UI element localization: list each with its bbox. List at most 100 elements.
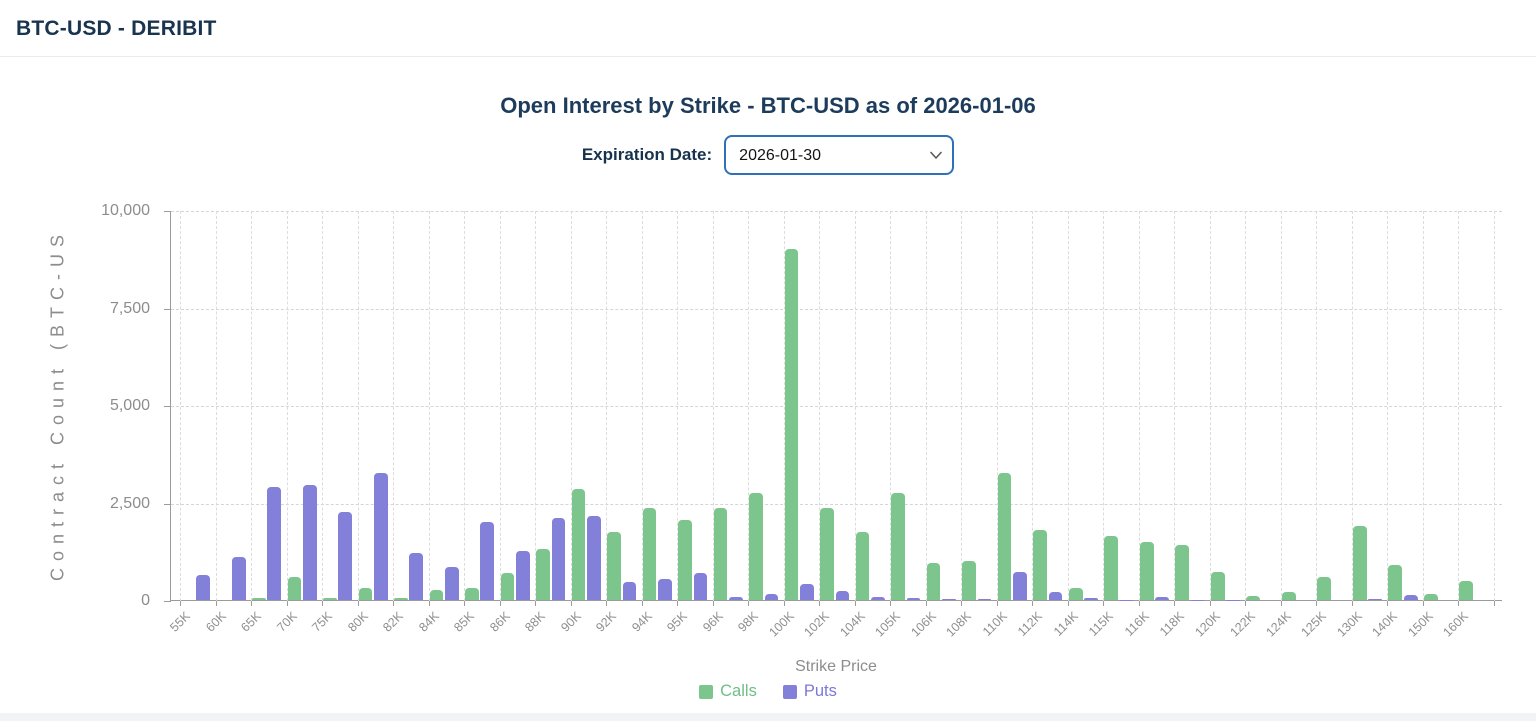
- bar-puts-86k: [516, 551, 530, 600]
- x-axis-tick-label: 65K: [238, 609, 264, 635]
- bar-calls-88k: [536, 549, 550, 600]
- bar-puts-96k: [729, 596, 743, 600]
- x-gridline: [890, 211, 892, 601]
- bar-puts-130k: [1368, 598, 1382, 600]
- bar-calls-125k: [1317, 576, 1332, 600]
- x-axis-tick: [854, 601, 856, 606]
- x-axis-tick: [1280, 601, 1282, 606]
- bar-calls-100k: [784, 249, 799, 600]
- x-gridline: [1494, 211, 1495, 601]
- bar-puts-55k: [196, 574, 211, 600]
- x-gridline: [1316, 211, 1318, 601]
- x-axis-tick-label: 130K: [1334, 609, 1365, 640]
- x-gridline: [819, 211, 821, 601]
- bar-puts-98k: [764, 594, 779, 600]
- x-axis-tick: [1387, 601, 1389, 606]
- x-axis-tick: [712, 601, 714, 606]
- bar-calls-110k: [997, 473, 1012, 600]
- bar-puts-95k: [693, 572, 708, 600]
- x-axis-tick-label: 106K: [908, 609, 939, 640]
- x-axis-tick: [890, 601, 892, 606]
- bar-puts-105k: [906, 598, 921, 600]
- x-gridline: [428, 211, 430, 601]
- y-axis-tick: [164, 406, 171, 407]
- y-gridline: [171, 308, 1502, 310]
- x-gridline: [1032, 211, 1034, 601]
- y-axis-tick-label: 7,500: [109, 299, 150, 317]
- bar-calls-118k: [1175, 545, 1190, 600]
- x-axis-tick: [322, 601, 324, 606]
- x-axis-tick-label: 70K: [273, 609, 300, 635]
- bar-puts-116k: [1155, 596, 1169, 600]
- x-gridline: [1174, 211, 1176, 601]
- x-axis-tick-label: 80K: [344, 609, 371, 635]
- x-gridline: [251, 211, 253, 601]
- bar-puts-108k: [977, 599, 992, 600]
- x-axis-tick: [251, 601, 253, 606]
- x-axis-tick: [1138, 601, 1140, 606]
- x-axis-tick: [1422, 601, 1424, 606]
- x-axis-tick: [606, 601, 608, 606]
- x-axis-tick-label: 125K: [1298, 609, 1330, 640]
- bar-calls-94k: [642, 508, 657, 600]
- x-gridline: [357, 211, 359, 601]
- legend-item-calls[interactable]: Calls: [699, 682, 757, 701]
- y-axis-tick-label: 0: [141, 592, 150, 609]
- bar-calls-82k: [394, 598, 408, 600]
- x-gridline: [748, 211, 750, 601]
- y-axis-tick-labels: 0 2,500 5,000 7,500 10,000: [0, 202, 160, 609]
- x-gridline: [1103, 211, 1105, 601]
- x-gridline: [1067, 211, 1069, 601]
- bar-calls-95k: [678, 520, 692, 600]
- x-axis-tick: [641, 601, 643, 606]
- y-gridline: [171, 503, 1502, 505]
- x-axis-tick: [677, 601, 679, 606]
- x-axis-tick: [1067, 601, 1069, 606]
- x-axis-tick: [1458, 601, 1460, 606]
- x-gridline: [783, 211, 785, 601]
- x-gridline: [499, 211, 501, 601]
- bar-calls-75k: [323, 598, 337, 600]
- bar-puts-106k: [942, 599, 956, 600]
- legend-label-calls: Calls: [720, 682, 757, 700]
- x-axis-tick-label: 118K: [1157, 609, 1188, 639]
- bar-calls-150k: [1423, 594, 1438, 600]
- bar-calls-115k: [1104, 535, 1119, 600]
- y-axis-tick: [164, 308, 171, 310]
- bar-calls-114k: [1068, 588, 1083, 600]
- page-title: BTC-USD - DERIBIT: [16, 17, 217, 40]
- y-axis-tick: [164, 211, 171, 212]
- bar-calls-102k: [820, 508, 834, 600]
- expiration-date-select[interactable]: 2026-01-30: [724, 135, 955, 175]
- bar-puts-114k: [1084, 598, 1098, 600]
- bar-calls-140k: [1388, 564, 1403, 600]
- bar-calls-65k: [252, 598, 266, 600]
- bar-calls-160k: [1459, 581, 1474, 600]
- x-axis-tick-label: 120K: [1192, 609, 1223, 640]
- chart-controls: Expiration Date: 2026-01-30: [0, 135, 1536, 175]
- bar-puts-140k: [1403, 595, 1418, 600]
- x-axis-tick: [1494, 601, 1495, 606]
- x-axis-tick-label: 115K: [1086, 609, 1117, 639]
- x-axis-tick: [1032, 601, 1034, 606]
- x-axis-tick: [215, 601, 217, 606]
- bar-puts-110k: [1013, 571, 1027, 600]
- y-axis-tick-label: 5,000: [109, 397, 150, 414]
- bar-puts-82k: [409, 553, 424, 600]
- y-axis-tick-label: 10,000: [101, 202, 150, 219]
- x-axis-tick: [1351, 601, 1353, 606]
- x-axis-tick-label: 60K: [202, 609, 229, 635]
- expiration-date-label: Expiration Date:: [581, 145, 713, 164]
- x-gridline: [606, 211, 608, 601]
- x-axis-tick-label: 150K: [1405, 609, 1436, 640]
- bar-calls-98k: [749, 492, 763, 600]
- bar-puts-70k: [302, 484, 317, 600]
- x-gridline: [215, 211, 217, 601]
- x-axis-tick-label: 114K: [1050, 609, 1081, 639]
- x-axis-tick-label: 84K: [415, 609, 442, 635]
- x-axis-tick-label: 82K: [380, 609, 406, 635]
- plot-area: 55K 60K 65K 70K 75K 80K 82K 84K 85K 86K 88K 90K 92K 9…: [164, 211, 1502, 640]
- x-axis-tick-label: 55K: [167, 609, 193, 635]
- legend-item-puts[interactable]: Puts: [782, 682, 837, 701]
